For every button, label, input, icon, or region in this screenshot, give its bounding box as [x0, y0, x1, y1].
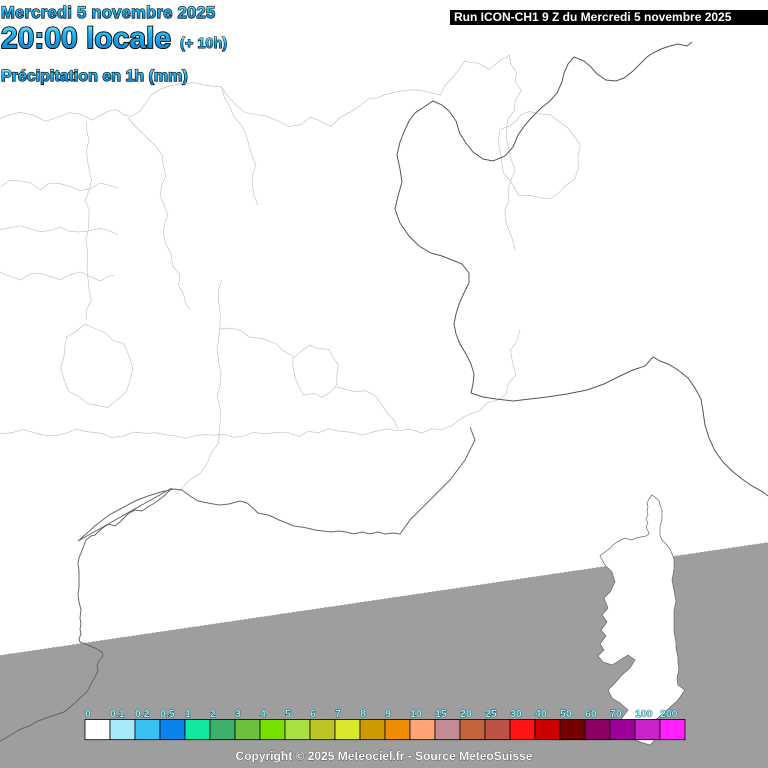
svg-text:70: 70	[610, 708, 622, 720]
svg-text:2: 2	[210, 708, 216, 720]
svg-text:4: 4	[260, 708, 266, 720]
svg-text:8: 8	[360, 708, 366, 720]
svg-text:40: 40	[535, 708, 547, 720]
svg-text:10: 10	[410, 708, 422, 720]
svg-text:5: 5	[285, 708, 291, 720]
svg-text:30: 30	[510, 708, 522, 720]
svg-text:(+ 10h): (+ 10h)	[180, 36, 227, 52]
svg-text:0: 0	[85, 708, 91, 720]
svg-text:25: 25	[485, 708, 497, 720]
svg-text:7: 7	[335, 708, 341, 720]
svg-text:100: 100	[635, 708, 653, 720]
svg-text:3: 3	[235, 708, 241, 720]
svg-text:Copyright © 2025 Meteociel.fr: Copyright © 2025 Meteociel.fr - Source M…	[236, 749, 533, 763]
svg-text:1: 1	[185, 708, 191, 720]
svg-text:0.2: 0.2	[135, 708, 150, 720]
svg-text:0.1: 0.1	[110, 708, 125, 720]
svg-text:15: 15	[435, 708, 447, 720]
svg-text:Mercredi 5 novembre 2025: Mercredi 5 novembre 2025	[1, 4, 215, 22]
svg-text:6: 6	[310, 708, 316, 720]
svg-text:9: 9	[385, 708, 391, 720]
svg-text:200: 200	[660, 708, 678, 720]
svg-text:Précipitation en 1h (mm): Précipitation en 1h (mm)	[1, 68, 188, 85]
svg-text:0.5: 0.5	[160, 708, 175, 720]
svg-text:60: 60	[585, 708, 597, 720]
svg-text:20: 20	[460, 708, 472, 720]
svg-text:50: 50	[560, 708, 572, 720]
svg-text:20:00 locale: 20:00 locale	[1, 22, 171, 55]
